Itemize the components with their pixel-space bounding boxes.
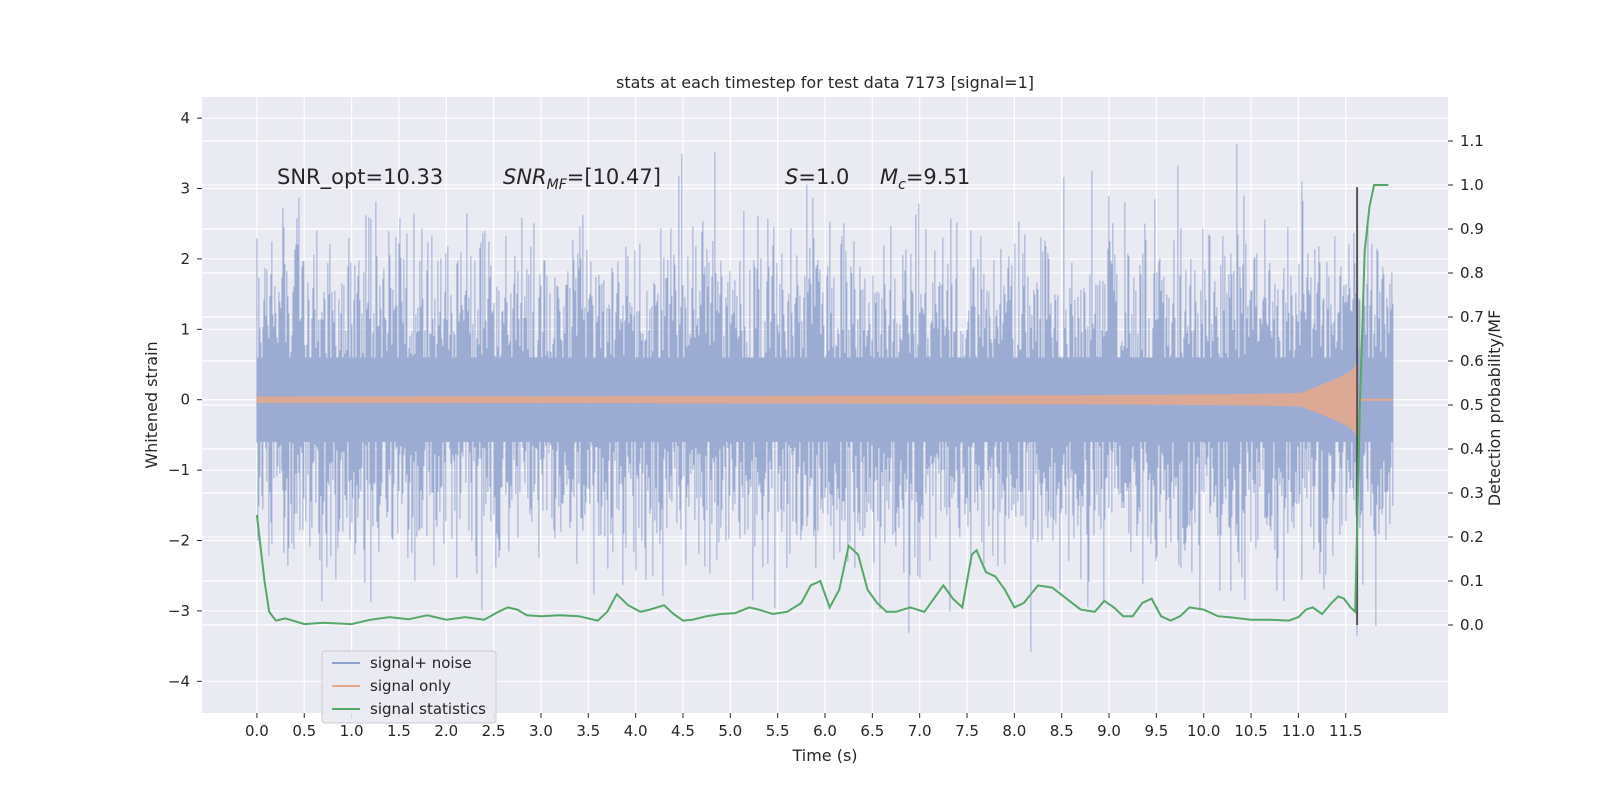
x-tick-label: 1.5 [387, 722, 411, 740]
x-tick-label: 4.0 [624, 722, 648, 740]
y-tick-label: 2 [180, 250, 190, 268]
y-tick-label: 0 [180, 391, 190, 409]
y-right-axis-title: Detection probability/MF [1485, 310, 1504, 507]
mc-sub: c [898, 177, 906, 193]
y-right-tick-label: 0.7 [1460, 308, 1484, 326]
annotation-mc: Mc=9.51 [880, 165, 970, 193]
y-right-tick-label: 0.5 [1460, 396, 1484, 414]
x-tick-label: 5.0 [718, 722, 742, 740]
x-tick-label: 7.5 [955, 722, 979, 740]
x-tick-label: 7.0 [908, 722, 932, 740]
x-tick-label: 4.5 [671, 722, 695, 740]
x-tick-label: 0.5 [292, 722, 316, 740]
x-tick-label: 11.5 [1329, 722, 1362, 740]
series-signal-plus-noise [256, 143, 1394, 652]
legend: signal+ noise signal only signal statist… [321, 650, 497, 724]
annotation-s: S=1.0 [785, 165, 849, 189]
annotation-snr-opt: SNR_opt=10.33 [277, 165, 443, 190]
y-right-tick-label: 0.3 [1460, 484, 1484, 502]
y-tick-label: −4 [168, 672, 190, 690]
snr-mf-main: SNR [503, 165, 547, 189]
snr-mf-value: =[10.47] [567, 165, 661, 189]
y-tick-label: −1 [168, 461, 190, 479]
y-right-tick-label: 0.4 [1460, 440, 1484, 458]
y-tick-label: 4 [180, 109, 190, 127]
y-tick-label: 1 [180, 320, 190, 338]
legend-label-stats: signal statistics [370, 700, 486, 718]
y-right-tick-label: 0.9 [1460, 220, 1484, 238]
series-signal-only [256, 362, 1394, 438]
s-value: =1.0 [798, 165, 849, 189]
x-tick-label: 11.0 [1282, 722, 1315, 740]
x-tick-label: 9.0 [1097, 722, 1121, 740]
x-axis-title: Time (s) [791, 746, 857, 765]
x-tick-label: 6.0 [813, 722, 837, 740]
x-tick-label: 8.5 [1050, 722, 1074, 740]
s-main: S [785, 165, 798, 189]
annotation-snr-mf: SNRMF=[10.47] [503, 165, 661, 193]
x-tick-label: 0.0 [245, 722, 269, 740]
x-axis-ticks: 0.0 0.5 1.0 1.5 2.0 2.5 3.0 3.5 4.0 4.5 5.0 5.5 6.0 6… [245, 713, 1362, 740]
x-tick-label: 2.0 [434, 722, 458, 740]
signal-envelope [256, 362, 1358, 438]
y-tick-label: −3 [168, 602, 190, 620]
x-tick-label: 6.5 [860, 722, 884, 740]
y-right-tick-label: 1.1 [1460, 132, 1484, 150]
y-tick-label: −2 [168, 532, 190, 550]
mc-value: =9.51 [906, 165, 970, 189]
y-right-tick-label: 0.6 [1460, 352, 1484, 370]
x-tick-label: 8.0 [1002, 722, 1026, 740]
legend-label-signal: signal only [370, 677, 451, 695]
legend-label-noise: signal+ noise [370, 654, 472, 672]
y-right-tick-label: 0.8 [1460, 264, 1484, 282]
x-tick-label: 2.5 [482, 722, 506, 740]
y-right-tick-label: 0.1 [1460, 572, 1484, 590]
y-axis-ticks: 4 3 2 1 0 −1 −2 −3 −4 [168, 109, 202, 690]
x-tick-label: 9.5 [1144, 722, 1168, 740]
y-tick-label: 3 [180, 180, 190, 198]
x-tick-label: 1.0 [340, 722, 364, 740]
noise-trace [256, 143, 1394, 652]
y-right-axis-ticks: 1.1 1.0 0.9 0.8 0.7 0.6 0.5 0.4 0.3 0.2 0.1 0.0 [1448, 132, 1484, 634]
series-signal-statistics [255, 184, 1389, 626]
x-tick-label: 5.5 [766, 722, 790, 740]
y-right-tick-label: 0.0 [1460, 616, 1484, 634]
x-tick-label: 10.5 [1234, 722, 1267, 740]
snr-mf-sub: MF [547, 177, 568, 193]
x-tick-label: 10.0 [1187, 722, 1220, 740]
x-tick-label: 3.5 [576, 722, 600, 740]
legend-box [321, 650, 497, 724]
chart-title: stats at each timestep for test data 717… [616, 73, 1034, 92]
x-tick-label: 3.0 [529, 722, 553, 740]
y-right-tick-label: 1.0 [1460, 176, 1484, 194]
mc-main: M [880, 165, 898, 189]
y-right-tick-label: 0.2 [1460, 528, 1484, 546]
y-axis-title: Whitened strain [142, 341, 161, 468]
